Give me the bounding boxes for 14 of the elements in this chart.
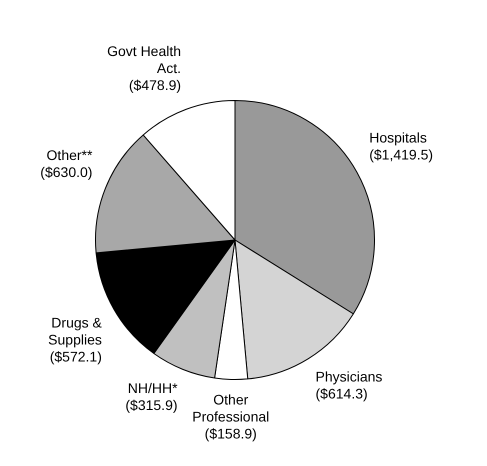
slice-label: Hospitals bbox=[369, 129, 427, 146]
slice-label: Govt Health Act. bbox=[107, 43, 182, 76]
slice-label: Physicians bbox=[316, 368, 382, 385]
slice-label: NH/HH* bbox=[128, 380, 178, 396]
data-label: ($630.0) bbox=[40, 164, 92, 180]
slice-label: Other** bbox=[46, 146, 93, 163]
data-label: ($1,419.5) bbox=[369, 146, 434, 162]
slice-label: Drugs & Supplies bbox=[48, 314, 103, 348]
data-label: ($614.3) bbox=[316, 386, 368, 402]
slice-label: Other Professional bbox=[192, 391, 270, 424]
data-label: ($572.1) bbox=[50, 348, 102, 364]
data-label: ($315.9) bbox=[125, 397, 178, 414]
data-label: ($158.9) bbox=[204, 425, 257, 442]
data-label: ($478.9) bbox=[128, 77, 182, 94]
